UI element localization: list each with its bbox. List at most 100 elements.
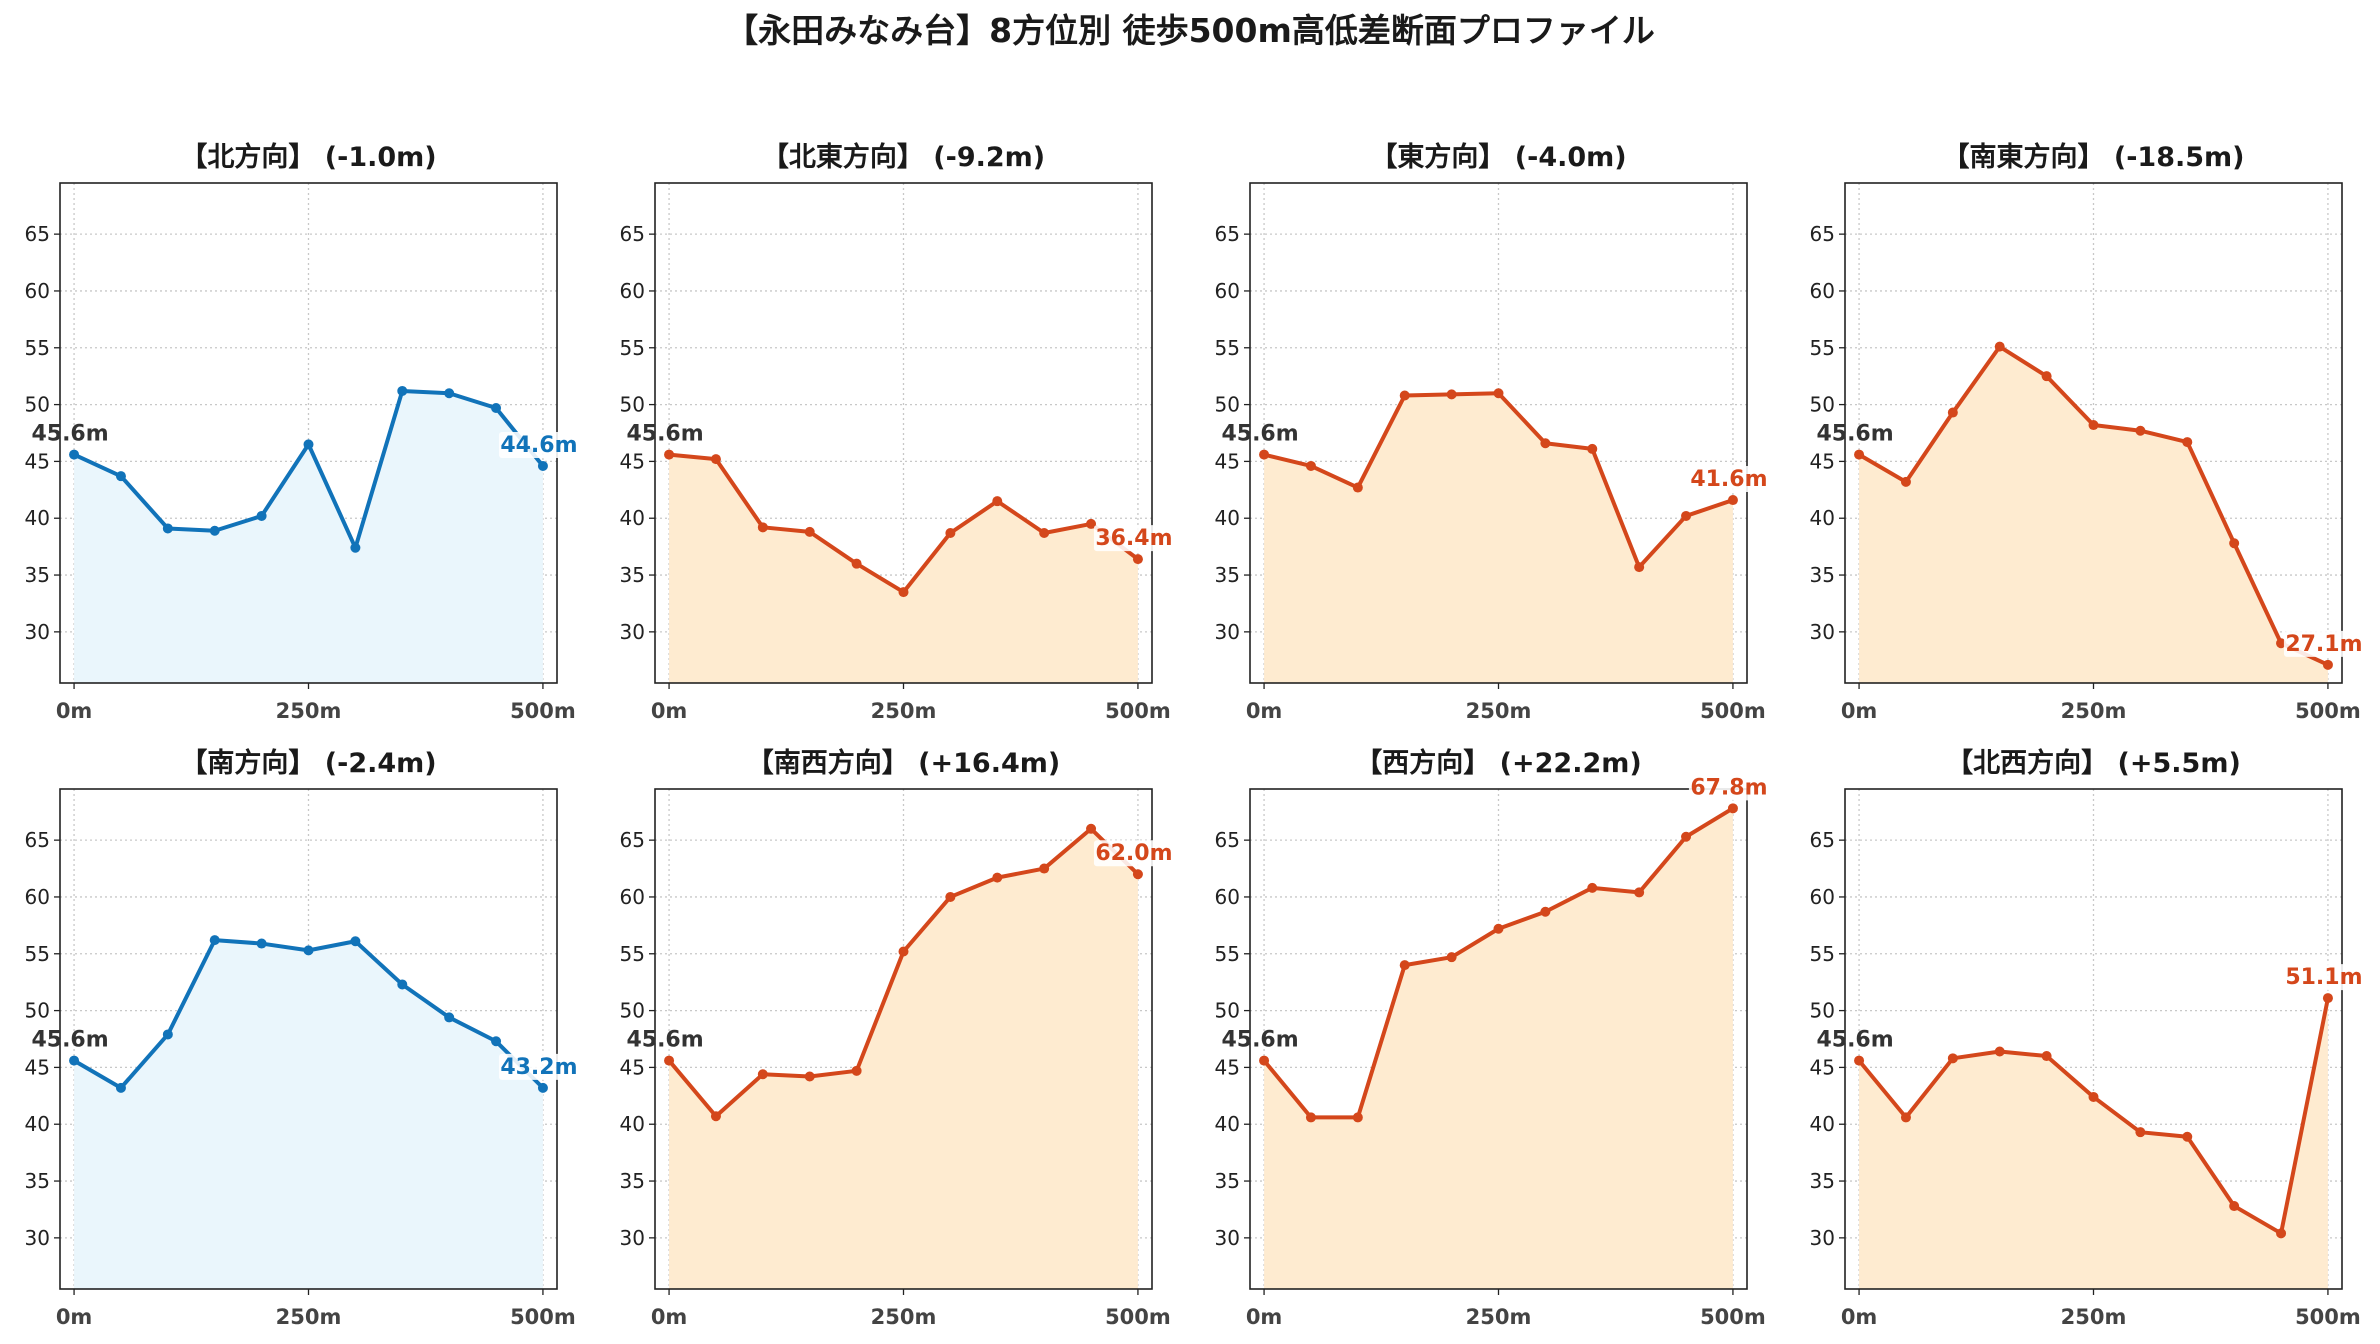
x-tick-label: 500m bbox=[2295, 1305, 2361, 1329]
area-fill bbox=[669, 828, 1138, 1289]
data-point bbox=[444, 1012, 455, 1023]
y-tick-label: 40 bbox=[620, 1112, 645, 1136]
start-elevation-label: 45.6m bbox=[626, 1028, 703, 1053]
data-point bbox=[115, 1082, 126, 1093]
start-elevation-label: 45.6m bbox=[1221, 1028, 1298, 1053]
y-tick-label: 30 bbox=[620, 620, 645, 644]
y-tick-label: 55 bbox=[1215, 942, 1240, 966]
data-point bbox=[209, 935, 220, 946]
x-tick-label: 0m bbox=[1246, 1305, 1283, 1329]
data-point bbox=[945, 891, 956, 902]
y-tick-label: 65 bbox=[25, 222, 50, 246]
panel-title: 【北西方向】 (+5.5m) bbox=[1946, 747, 2241, 779]
y-tick-label: 35 bbox=[25, 1169, 50, 1193]
y-tick-label: 30 bbox=[1215, 620, 1240, 644]
data-point bbox=[757, 1069, 768, 1080]
data-point bbox=[2276, 1228, 2287, 1239]
data-point bbox=[2135, 425, 2146, 436]
data-point bbox=[256, 938, 267, 949]
x-tick-label: 0m bbox=[651, 1305, 688, 1329]
y-tick-label: 50 bbox=[620, 393, 645, 417]
area-fill bbox=[74, 940, 543, 1289]
y-tick-label: 50 bbox=[1215, 393, 1240, 417]
y-tick-label: 55 bbox=[1810, 942, 1835, 966]
y-tick-label: 60 bbox=[1810, 279, 1835, 303]
data-point bbox=[1854, 449, 1865, 460]
data-point bbox=[1947, 1053, 1958, 1064]
data-point bbox=[2322, 659, 2333, 670]
data-point bbox=[757, 522, 768, 533]
y-tick-label: 40 bbox=[620, 506, 645, 530]
x-tick-label: 250m bbox=[1466, 699, 1532, 723]
x-tick-label: 250m bbox=[2061, 1305, 2127, 1329]
data-point bbox=[1446, 952, 1457, 963]
end-label-background bbox=[2283, 630, 2364, 657]
data-point bbox=[1132, 554, 1143, 565]
end-elevation-label: 36.4m bbox=[1095, 526, 1172, 551]
data-point bbox=[537, 460, 548, 471]
data-point bbox=[851, 1065, 862, 1076]
y-tick-label: 45 bbox=[25, 449, 50, 473]
y-tick-label: 30 bbox=[620, 1226, 645, 1250]
data-point bbox=[945, 528, 956, 538]
x-tick-label: 0m bbox=[1841, 699, 1878, 723]
y-tick-label: 40 bbox=[25, 506, 50, 530]
y-tick-label: 55 bbox=[620, 942, 645, 966]
data-point bbox=[1039, 528, 1050, 538]
y-tick-label: 45 bbox=[620, 449, 645, 473]
end-label-background bbox=[498, 1053, 579, 1080]
y-tick-label: 30 bbox=[25, 620, 50, 644]
x-tick-label: 0m bbox=[651, 699, 688, 723]
x-tick-label: 250m bbox=[276, 1305, 342, 1329]
data-point bbox=[1681, 831, 1692, 842]
panel-1: 【北方向】 (-1.0m) 30 35 40 45 50 55 60 65 0m 250m 500m 4… bbox=[25, 141, 579, 723]
end-elevation-label: 62.0m bbox=[1095, 841, 1172, 866]
y-tick-label: 35 bbox=[25, 563, 50, 587]
end-label-background bbox=[2283, 964, 2364, 991]
y-tick-label: 60 bbox=[1810, 885, 1835, 909]
y-tick-label: 35 bbox=[620, 1169, 645, 1193]
start-elevation-label: 45.6m bbox=[1221, 422, 1298, 447]
end-elevation-label: 51.1m bbox=[2285, 965, 2362, 990]
y-tick-label: 40 bbox=[1215, 506, 1240, 530]
data-point bbox=[397, 979, 408, 990]
panel-title: 【東方向】 (-4.0m) bbox=[1370, 141, 1626, 173]
end-elevation-label: 43.2m bbox=[500, 1055, 577, 1080]
area-fill bbox=[1264, 808, 1733, 1289]
panel-8: 【北西方向】 (+5.5m) 30 35 40 45 50 55 60 65 0m 250m 500m… bbox=[1810, 747, 2364, 1329]
y-tick-label: 35 bbox=[620, 563, 645, 587]
y-tick-label: 35 bbox=[1215, 563, 1240, 587]
x-tick-label: 250m bbox=[871, 699, 937, 723]
data-point bbox=[444, 388, 455, 399]
data-point bbox=[1086, 518, 1097, 529]
x-tick-label: 250m bbox=[1466, 1305, 1532, 1329]
y-tick-label: 45 bbox=[1215, 1055, 1240, 1079]
data-point bbox=[69, 1055, 80, 1066]
data-point bbox=[1540, 438, 1551, 449]
data-point bbox=[397, 385, 408, 396]
data-point bbox=[1399, 960, 1410, 971]
data-point bbox=[1540, 906, 1551, 917]
data-point bbox=[2182, 1131, 2193, 1142]
y-tick-label: 60 bbox=[1215, 279, 1240, 303]
y-tick-label: 30 bbox=[1810, 1226, 1835, 1250]
data-point bbox=[2322, 993, 2333, 1004]
y-tick-label: 65 bbox=[1215, 828, 1240, 852]
y-tick-label: 40 bbox=[1810, 1112, 1835, 1136]
x-tick-label: 500m bbox=[1105, 699, 1171, 723]
data-point bbox=[303, 945, 314, 956]
panel-5: 【南方向】 (-2.4m) 30 35 40 45 50 55 60 65 0m 250m 500m 4… bbox=[25, 747, 579, 1329]
start-elevation-label: 45.6m bbox=[1816, 422, 1893, 447]
data-point bbox=[1727, 803, 1738, 814]
data-point bbox=[491, 403, 502, 413]
y-tick-label: 55 bbox=[620, 336, 645, 360]
y-tick-label: 30 bbox=[1215, 1226, 1240, 1250]
data-point bbox=[710, 1111, 721, 1122]
data-point bbox=[256, 510, 267, 521]
y-tick-label: 50 bbox=[620, 999, 645, 1023]
data-point bbox=[1399, 390, 1410, 401]
data-point bbox=[804, 1071, 815, 1082]
data-point bbox=[69, 449, 80, 460]
y-tick-label: 60 bbox=[1215, 885, 1240, 909]
data-point bbox=[1086, 823, 1097, 834]
